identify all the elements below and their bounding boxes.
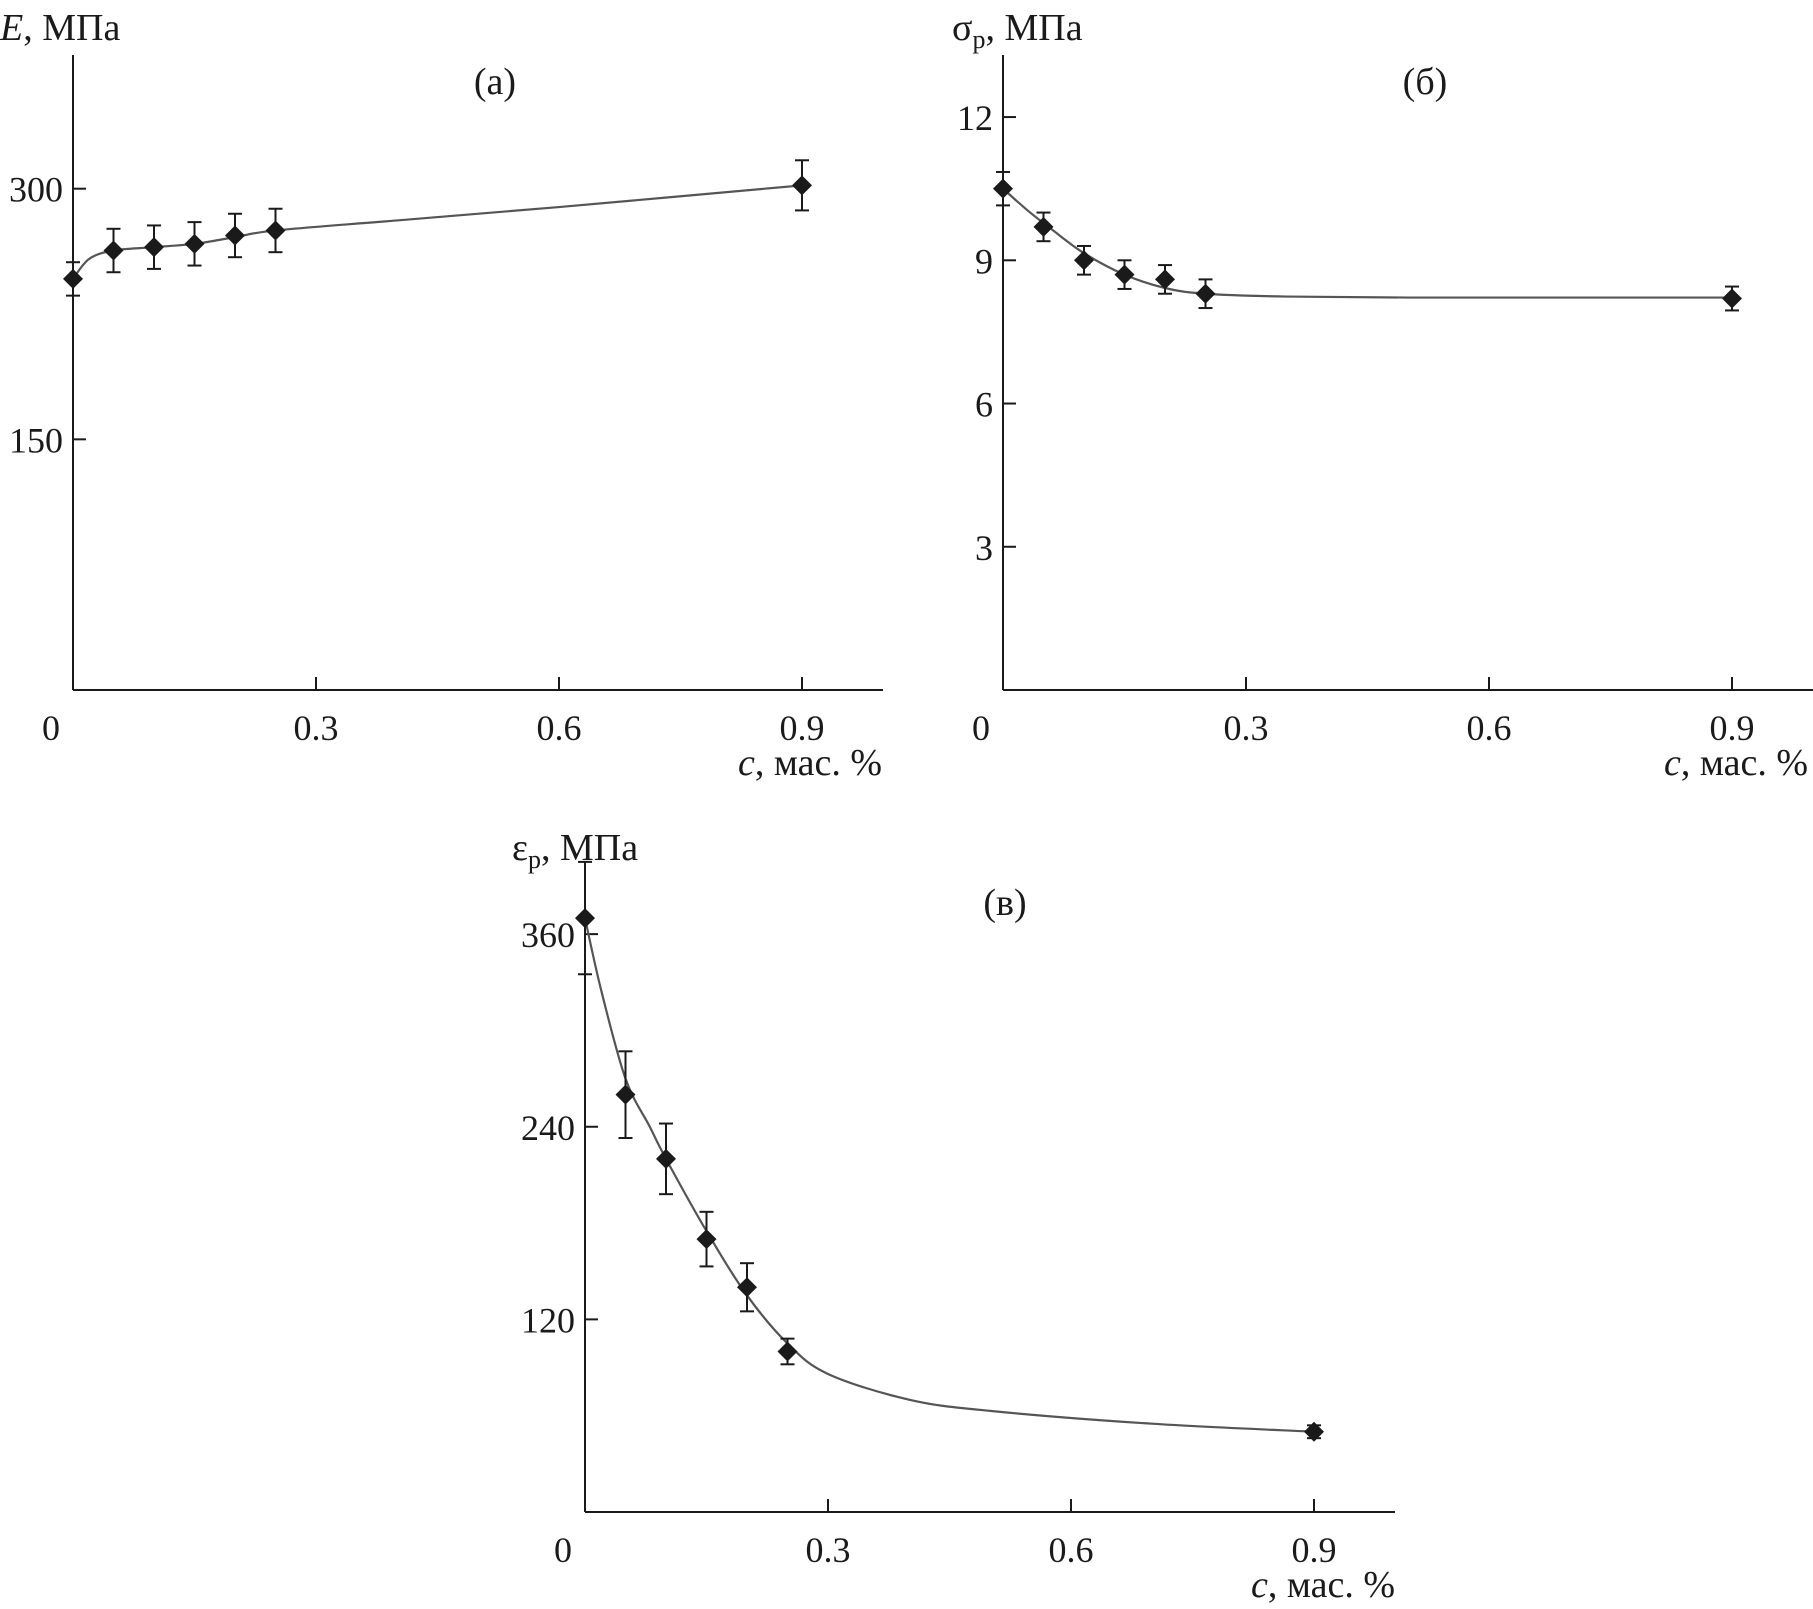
y-tick-label: 3 <box>975 528 993 568</box>
x-tick-label: 0.9 <box>780 708 825 748</box>
x-axis-title: c, мас. % <box>1251 1564 1395 1606</box>
y-axis-title: E, МПа <box>0 7 120 49</box>
data-point <box>1722 288 1742 309</box>
data-point <box>792 175 812 196</box>
y-axis-title: σp, МПа <box>952 7 1083 54</box>
panel-b: 0.3 0.6 0.9 0 3 6 9 12 (б) σp, МПа c, мас. % <box>952 7 1813 784</box>
data-point <box>696 1229 717 1250</box>
y-tick-label: 6 <box>975 385 993 425</box>
data-point <box>575 908 595 929</box>
fit-curve <box>1002 187 1732 299</box>
data-point <box>265 220 286 241</box>
y-tick-label: 360 <box>521 915 575 955</box>
data-point <box>63 268 83 289</box>
origin-label: 0 <box>972 708 990 748</box>
y-tick-label: 12 <box>957 98 993 138</box>
data-point <box>1195 283 1216 304</box>
data-point <box>225 225 245 246</box>
x-tick-label: 0.9 <box>1292 1530 1337 1570</box>
x-tick-label: 0.3 <box>1224 708 1269 748</box>
x-tick-label: 0.9 <box>1710 708 1755 748</box>
x-axis-title: c, мас. % <box>738 742 882 784</box>
fit-curve <box>72 184 803 280</box>
data-point <box>777 1341 798 1362</box>
data-point <box>1155 269 1175 290</box>
origin-label: 0 <box>554 1530 572 1570</box>
data-point <box>184 233 205 254</box>
data-point <box>993 178 1013 199</box>
panel-label: (б) <box>1403 61 1448 103</box>
x-tick-label: 0.6 <box>1049 1530 1094 1570</box>
panel-a: 0.3 0.6 0.9 0 150 300 (а) E, МПа c, мас. % <box>0 7 883 784</box>
x-tick-label: 0.3 <box>294 708 339 748</box>
data-point <box>1114 264 1135 285</box>
data-point <box>656 1148 676 1169</box>
origin-label: 0 <box>42 708 60 748</box>
data-point <box>103 240 124 261</box>
x-tick-label: 0.6 <box>537 708 582 748</box>
y-tick-label: 240 <box>521 1108 575 1148</box>
x-tick-label: 0.6 <box>1467 708 1512 748</box>
y-tick-label: 300 <box>9 170 63 210</box>
data-point <box>1033 216 1054 237</box>
x-axis-title: c, мас. % <box>1664 742 1808 784</box>
y-tick-label: 150 <box>9 420 63 460</box>
y-tick-label: 9 <box>975 241 993 281</box>
data-point <box>1074 250 1094 271</box>
data-point <box>1304 1421 1324 1442</box>
data-point <box>737 1277 757 1298</box>
y-tick-label: 120 <box>521 1300 575 1340</box>
panel-label: (в) <box>983 882 1026 924</box>
data-point <box>615 1084 636 1105</box>
y-axis-title: εp, МПа <box>512 827 638 874</box>
x-tick-label: 0.3 <box>806 1530 851 1570</box>
fit-curve <box>583 917 1315 1433</box>
panel-c: 0.3 0.6 0.9 0 120 240 360 (в) εp, МПа c, мас. % <box>512 827 1395 1606</box>
panel-label: (а) <box>474 61 516 103</box>
data-point <box>144 237 164 258</box>
